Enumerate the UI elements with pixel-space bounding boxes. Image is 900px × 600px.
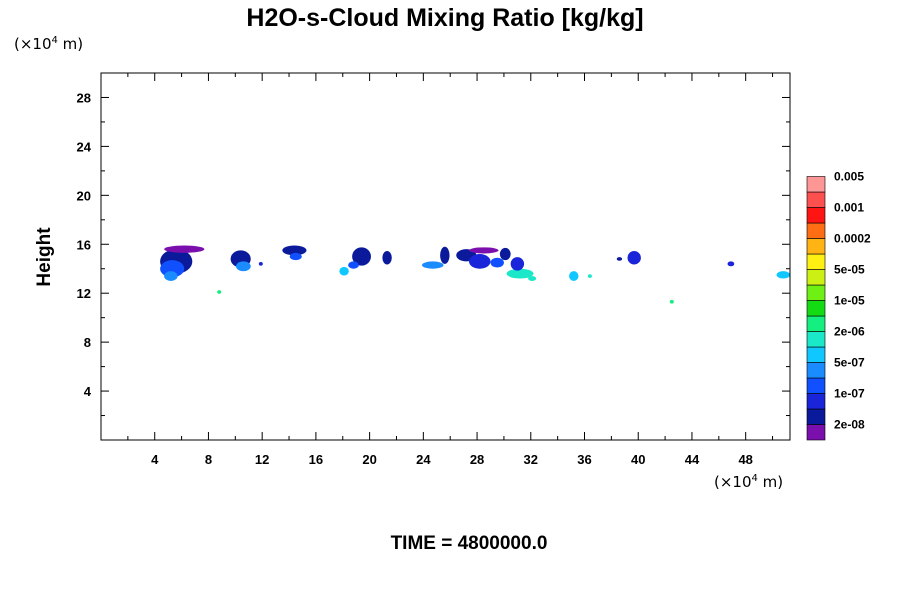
cloud-blob bbox=[339, 266, 349, 276]
colorbar-label: 0.0002 bbox=[834, 232, 871, 246]
cloud-blob bbox=[352, 247, 371, 266]
cloud-blob bbox=[727, 261, 735, 267]
colorbar-swatch bbox=[806, 362, 826, 379]
cloud-blob bbox=[510, 257, 525, 271]
time-label: TIME = 4800000.0 bbox=[391, 533, 548, 554]
plot-frame bbox=[100, 72, 791, 441]
colorbar-label: 5e-07 bbox=[834, 356, 865, 370]
cloud-blob bbox=[348, 261, 359, 269]
cloud-blob bbox=[669, 299, 674, 304]
colorbar-label: 5e-05 bbox=[834, 263, 865, 277]
y-tick-label: 4 bbox=[84, 384, 92, 399]
cloud-blob bbox=[421, 261, 444, 269]
y-tick-label: 20 bbox=[77, 188, 91, 203]
cloud-blob bbox=[499, 247, 511, 261]
colorbar-swatch bbox=[806, 176, 826, 193]
cloud-blob bbox=[776, 271, 790, 279]
cloud-blob bbox=[382, 250, 392, 265]
cloud-blob bbox=[587, 274, 592, 278]
colorbar-label: 0.001 bbox=[834, 201, 864, 215]
x-tick-label: 36 bbox=[577, 452, 591, 467]
y-tick-label: 16 bbox=[77, 237, 91, 252]
colorbar-swatch bbox=[806, 315, 826, 332]
cloud-blob bbox=[528, 276, 537, 281]
cloud-field bbox=[160, 245, 790, 304]
x-unit-exponent: 4 bbox=[752, 473, 758, 484]
cloud-blob bbox=[569, 271, 579, 281]
colorbar-label: 2e-06 bbox=[834, 325, 865, 339]
cloud-blob bbox=[616, 257, 623, 261]
x-unit-suffix: m) bbox=[758, 473, 783, 491]
colorbar-swatch bbox=[806, 284, 826, 301]
x-tick-label: 24 bbox=[416, 452, 431, 467]
y-tick-label: 8 bbox=[84, 335, 91, 350]
colorbar-swatch bbox=[806, 346, 826, 363]
cloud-blob bbox=[235, 261, 251, 272]
colorbar-swatch bbox=[806, 207, 826, 224]
cloud-blob bbox=[164, 245, 205, 253]
y-tick-label: 24 bbox=[77, 139, 92, 154]
cloud-blob bbox=[217, 290, 222, 294]
colorbar-swatch bbox=[806, 377, 826, 394]
colorbar-swatch bbox=[806, 393, 826, 410]
x-tick-label: 48 bbox=[738, 452, 752, 467]
y-tick-label: 28 bbox=[77, 90, 91, 105]
y-axis-label: Height bbox=[34, 227, 55, 287]
x-unit-prefix: (×10 bbox=[714, 473, 752, 491]
cloud-blob bbox=[164, 271, 178, 281]
colorbar-swatch bbox=[806, 331, 826, 348]
cloud-blob bbox=[506, 268, 534, 279]
colorbar: 2e-08 1e-07 5e-07 2e-06 1e-05 5e-05 0.0002 0.00… bbox=[806, 170, 871, 441]
colorbar-label: 1e-07 bbox=[834, 387, 865, 401]
colorbar-swatch bbox=[806, 408, 826, 425]
x-tick-label: 8 bbox=[205, 452, 212, 467]
x-axis-unit: (×104 m) bbox=[714, 473, 783, 491]
cloud-blob bbox=[469, 254, 491, 269]
y-unit-exponent: 4 bbox=[52, 35, 58, 46]
y-unit-suffix: m) bbox=[58, 35, 83, 53]
colorbar-swatch bbox=[806, 424, 826, 441]
cloud-blob bbox=[627, 250, 641, 265]
colorbar-swatch bbox=[806, 238, 826, 255]
cloud-blob bbox=[440, 246, 450, 264]
colorbar-swatch bbox=[806, 253, 826, 270]
x-tick-label: 20 bbox=[362, 452, 376, 467]
cloud-blob bbox=[258, 262, 263, 266]
colorbar-label: 2e-08 bbox=[834, 418, 865, 432]
x-tick-label: 16 bbox=[309, 452, 323, 467]
x-axis: 4 8 12 16 20 24 28 32 36 40 44 48 bbox=[127, 73, 774, 467]
chart-title: H2O-s-Cloud Mixing Ratio [kg/kg] bbox=[246, 4, 643, 32]
colorbar-label: 1e-05 bbox=[834, 294, 865, 308]
x-tick-label: 40 bbox=[631, 452, 645, 467]
colorbar-swatch bbox=[806, 300, 826, 317]
y-unit-prefix: (×10 bbox=[14, 35, 52, 53]
y-tick-label: 12 bbox=[77, 286, 91, 301]
cloud-blob bbox=[469, 247, 499, 254]
cloud-blob bbox=[490, 257, 504, 268]
x-tick-label: 28 bbox=[470, 452, 484, 467]
colorbar-label: 0.005 bbox=[834, 170, 864, 184]
y-axis-unit: (×104 m) bbox=[14, 35, 83, 53]
x-tick-label: 44 bbox=[685, 452, 700, 467]
colorbar-swatch bbox=[806, 222, 826, 239]
y-axis: 4 8 12 16 20 24 28 bbox=[77, 90, 790, 417]
colorbar-swatch bbox=[806, 191, 826, 208]
cloud-blob bbox=[289, 252, 302, 261]
x-tick-label: 4 bbox=[151, 452, 159, 467]
x-tick-label: 12 bbox=[255, 452, 269, 467]
cloud-blob bbox=[282, 245, 307, 256]
x-tick-label: 32 bbox=[524, 452, 538, 467]
colorbar-swatch bbox=[806, 269, 826, 286]
